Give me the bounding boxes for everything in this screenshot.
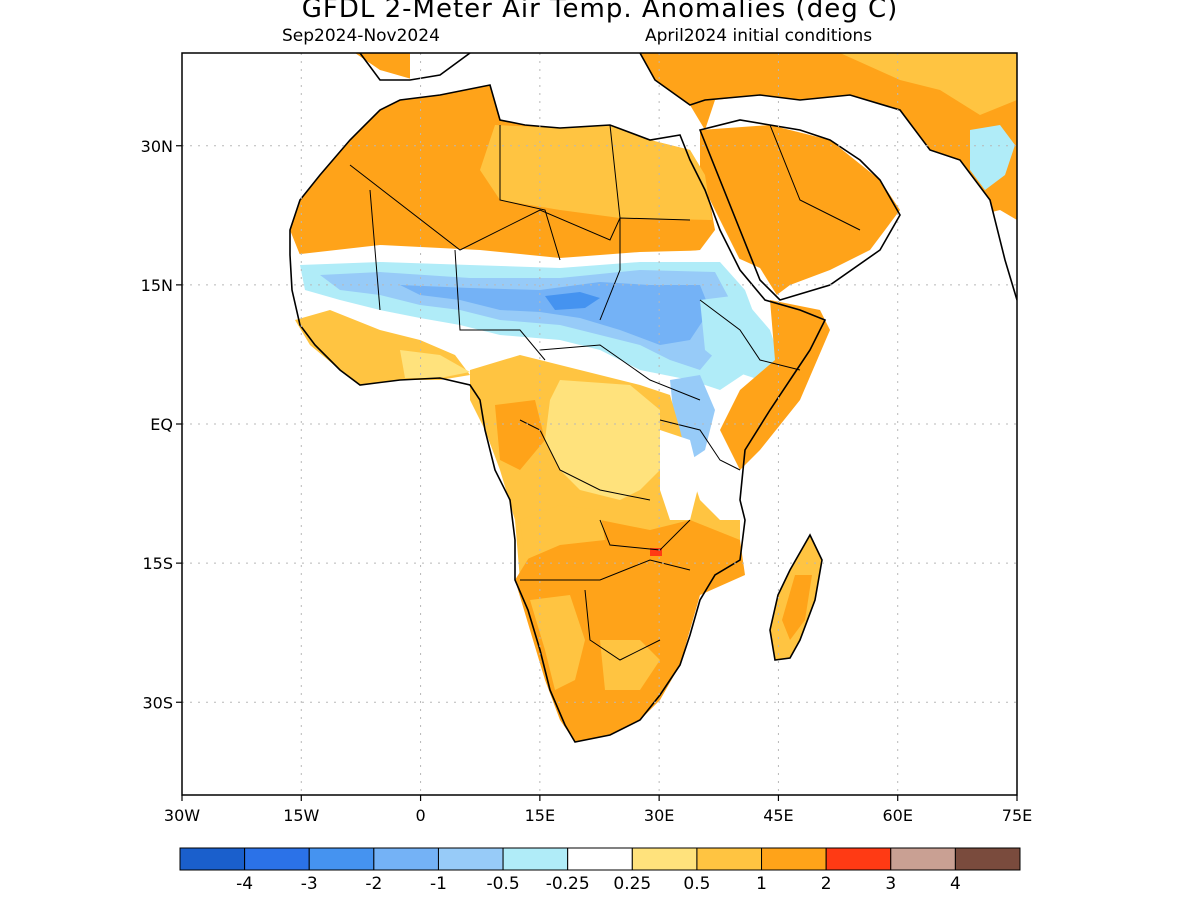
colorbar-label: -0.25 — [546, 874, 590, 894]
ethiopia-cool — [700, 295, 780, 380]
colorbar-swatch — [437, 847, 504, 871]
colorbar-label: 4 — [950, 874, 961, 894]
y-axis: 30N 15N EQ 15S 30S — [141, 137, 182, 712]
colorbar-label: 0.25 — [613, 874, 651, 894]
y-tick-label: EQ — [150, 415, 173, 434]
arabia-coastline — [698, 119, 901, 301]
madagascar-coastline — [769, 533, 823, 661]
colorbar-label: -2 — [365, 874, 382, 894]
colorbar: -4 -3 -2 -1 -0.5 -0.25 0.25 0.5 1 2 3 4 — [179, 847, 1021, 894]
namibia-pale — [530, 595, 585, 690]
x-tick-label: 60E — [882, 806, 912, 825]
egypt-libya-warm — [480, 125, 712, 220]
sudan-core — [545, 292, 600, 310]
x-tick-label: 45E — [763, 806, 793, 825]
colorbar-label: 2 — [821, 874, 832, 894]
map-title: GFDL 2-Meter Air Temp. Anomalies (deg C) — [301, 0, 899, 24]
y-tick-label: 30N — [141, 137, 173, 156]
initial-conditions: April2024 initial conditions — [645, 26, 873, 46]
madagascar-warm — [782, 575, 812, 640]
sahel-darker-blue — [400, 282, 710, 345]
colorbar-swatch — [954, 847, 1021, 871]
x-tick-label: 15W — [283, 806, 319, 825]
x-tick-label: 30E — [644, 806, 674, 825]
colorbar-swatch — [244, 847, 310, 871]
x-axis: 30W 15W 0 15E 30E 45E 60E 75E — [164, 795, 1032, 825]
angola-warm — [520, 505, 605, 560]
x-tick-label: 15E — [525, 806, 555, 825]
x-tick-label: 75E — [1002, 806, 1032, 825]
horn-warm — [720, 300, 830, 470]
colorbar-swatch — [631, 847, 698, 871]
colorbar-swatch — [890, 847, 956, 871]
colorbar-label: 3 — [885, 874, 896, 894]
colorbar-label: -4 — [236, 874, 253, 894]
colorbar-swatch — [761, 847, 827, 871]
colorbar-label: -3 — [301, 874, 318, 894]
gulf-guinea-warm — [400, 350, 470, 378]
y-tick-label: 15S — [142, 554, 173, 573]
x-tick-label: 0 — [415, 806, 425, 825]
x-tick-label: 30W — [164, 806, 200, 825]
colorbar-swatch — [502, 847, 569, 871]
colorbar-swatch — [179, 847, 246, 871]
colorbar-label: 1 — [756, 874, 767, 894]
colorbar-swatch — [308, 847, 375, 871]
colorbar-swatch — [373, 847, 439, 871]
y-tick-label: 30S — [142, 693, 173, 712]
coastlines — [289, 53, 1017, 743]
congo-pale — [545, 380, 660, 500]
iran-cool — [970, 125, 1015, 190]
europe-coastline — [359, 53, 1017, 301]
central-asia-warm — [840, 53, 1017, 115]
colorbar-swatch — [696, 847, 763, 871]
southern-africa-fill — [515, 520, 745, 742]
colorbar-label: -0.5 — [486, 874, 519, 894]
anomaly-fill — [290, 53, 1017, 795]
colorbar-swatch — [567, 847, 633, 871]
gabon-warm — [495, 400, 545, 470]
colorbar-swatch — [825, 847, 892, 871]
east-africa-pale — [660, 430, 700, 520]
mediterranean — [410, 53, 700, 132]
africa-coastline — [289, 84, 827, 743]
botswana-pale — [600, 640, 660, 690]
arabian-sea — [800, 210, 1017, 795]
colorbar-label: 0.5 — [683, 874, 710, 894]
gridlines — [182, 53, 1017, 795]
y-tick-label: 15N — [141, 276, 173, 295]
country-borders — [349, 124, 861, 661]
colorbar-label: -1 — [430, 874, 447, 894]
forecast-period: Sep2024-Nov2024 — [282, 26, 440, 46]
